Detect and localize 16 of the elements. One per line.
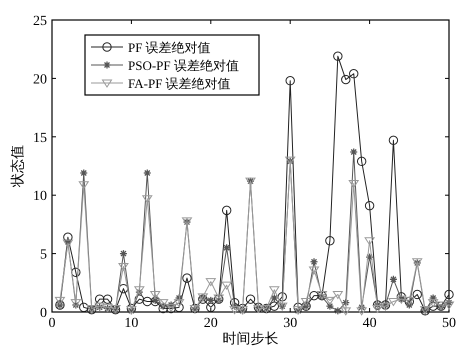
legend-label: FA-PF 误差绝对值 xyxy=(128,76,231,91)
x-tick-label: 20 xyxy=(204,316,218,331)
y-tick-label: 15 xyxy=(33,130,47,146)
y-tick-label: 0 xyxy=(40,306,47,321)
x-axis-title: 时间步长 xyxy=(222,331,278,347)
x-tick-label: 30 xyxy=(283,316,298,331)
y-tick-label: 10 xyxy=(33,189,47,204)
y-tick-label: 5 xyxy=(40,248,47,263)
x-tick-label: 50 xyxy=(442,316,456,331)
y-tick-label: 25 xyxy=(33,14,47,29)
y-tick-label: 20 xyxy=(33,72,47,88)
x-tick-label: 40 xyxy=(362,316,377,331)
y-axis-title: 状态值 xyxy=(10,145,26,188)
legend-label: PSO-PF 误差绝对值 xyxy=(128,58,239,73)
x-tick-label: 10 xyxy=(124,316,138,331)
legend-label: PF 误差绝对值 xyxy=(128,40,211,55)
